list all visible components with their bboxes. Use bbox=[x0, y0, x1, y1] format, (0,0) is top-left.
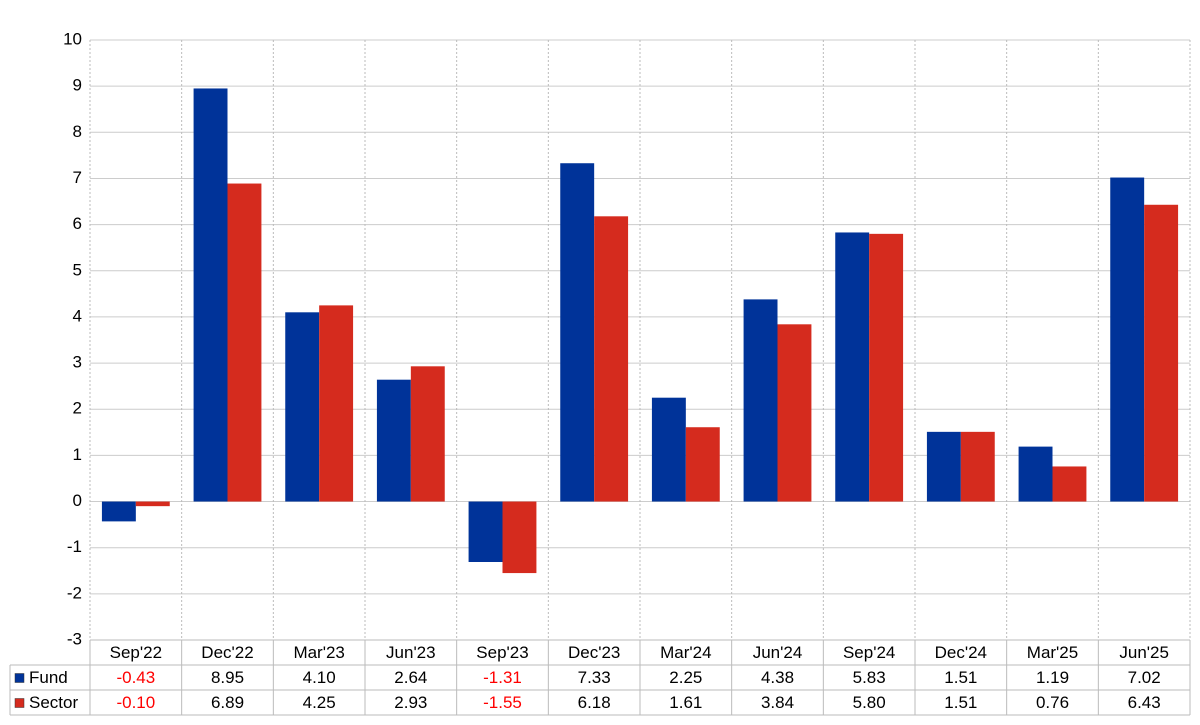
y-tick-label: 9 bbox=[73, 76, 82, 95]
table-value: 2.64 bbox=[394, 668, 427, 687]
bar bbox=[1144, 204, 1179, 502]
table-value: 1.19 bbox=[1036, 668, 1069, 687]
table-value: 4.25 bbox=[303, 693, 336, 712]
y-tick-label: -2 bbox=[67, 583, 82, 602]
y-tick-label: 2 bbox=[73, 399, 82, 418]
table-value: -0.43 bbox=[116, 668, 155, 687]
y-tick-label: 10 bbox=[63, 29, 82, 48]
y-tick-label: 4 bbox=[73, 306, 82, 325]
bar bbox=[560, 163, 595, 502]
legend-label: Fund bbox=[29, 668, 68, 687]
table-value: -1.31 bbox=[483, 668, 522, 687]
bar bbox=[926, 431, 961, 502]
table-value: -1.55 bbox=[483, 693, 522, 712]
bar bbox=[1110, 177, 1145, 502]
x-tick-label: Dec'23 bbox=[568, 643, 620, 662]
bar bbox=[594, 216, 629, 502]
table-value: 1.51 bbox=[944, 693, 977, 712]
y-tick-label: 1 bbox=[73, 445, 82, 464]
bar bbox=[685, 427, 720, 502]
bar bbox=[410, 366, 445, 502]
bar bbox=[743, 299, 778, 502]
x-tick-label: Jun'23 bbox=[386, 643, 436, 662]
bar bbox=[285, 312, 320, 502]
x-tick-label: Dec'22 bbox=[201, 643, 253, 662]
table-value: 7.02 bbox=[1128, 668, 1161, 687]
bar bbox=[835, 232, 870, 502]
bar bbox=[135, 501, 170, 507]
bar bbox=[502, 501, 537, 574]
bar bbox=[1018, 446, 1053, 502]
table-value: 7.33 bbox=[578, 668, 611, 687]
y-tick-label: -3 bbox=[67, 629, 82, 648]
table-value: 4.10 bbox=[303, 668, 336, 687]
x-tick-label: Sep'23 bbox=[476, 643, 528, 662]
x-tick-label: Mar'23 bbox=[293, 643, 344, 662]
table-value: 5.83 bbox=[853, 668, 886, 687]
table-value: 2.25 bbox=[669, 668, 702, 687]
table-value: 4.38 bbox=[761, 668, 794, 687]
y-tick-label: 5 bbox=[73, 260, 82, 279]
table-value: 1.61 bbox=[669, 693, 702, 712]
bar bbox=[319, 305, 354, 502]
bar bbox=[468, 501, 503, 562]
x-tick-label: Sep'22 bbox=[110, 643, 162, 662]
bar bbox=[960, 431, 995, 502]
table-value: 2.93 bbox=[394, 693, 427, 712]
bar bbox=[376, 379, 411, 502]
table-value: 1.51 bbox=[944, 668, 977, 687]
y-tick-label: 6 bbox=[73, 214, 82, 233]
legend-swatch bbox=[14, 698, 25, 708]
x-tick-label: Dec'24 bbox=[935, 643, 987, 662]
legend-label: Sector bbox=[29, 693, 78, 712]
table-value: 5.80 bbox=[853, 693, 886, 712]
x-tick-label: Mar'24 bbox=[660, 643, 711, 662]
x-tick-label: Sep'24 bbox=[843, 643, 895, 662]
y-tick-label: 3 bbox=[73, 353, 82, 372]
table-value: 6.89 bbox=[211, 693, 244, 712]
x-tick-label: Jun'25 bbox=[1119, 643, 1169, 662]
x-tick-label: Jun'24 bbox=[753, 643, 803, 662]
bar bbox=[227, 183, 262, 502]
y-tick-label: -1 bbox=[67, 537, 82, 556]
x-tick-label: Mar'25 bbox=[1027, 643, 1078, 662]
bar bbox=[777, 324, 812, 502]
bar bbox=[1052, 466, 1087, 502]
table-value: -0.10 bbox=[116, 693, 155, 712]
y-tick-label: 0 bbox=[73, 491, 82, 510]
bar bbox=[101, 501, 136, 522]
bar bbox=[193, 88, 228, 502]
table-value: 0.76 bbox=[1036, 693, 1069, 712]
y-tick-label: 8 bbox=[73, 122, 82, 141]
table-value: 8.95 bbox=[211, 668, 244, 687]
table-value: 3.84 bbox=[761, 693, 794, 712]
table-value: 6.43 bbox=[1128, 693, 1161, 712]
table-value: 6.18 bbox=[578, 693, 611, 712]
y-tick-label: 7 bbox=[73, 168, 82, 187]
bar bbox=[869, 233, 904, 502]
bar bbox=[651, 397, 686, 502]
legend-swatch bbox=[14, 673, 25, 683]
